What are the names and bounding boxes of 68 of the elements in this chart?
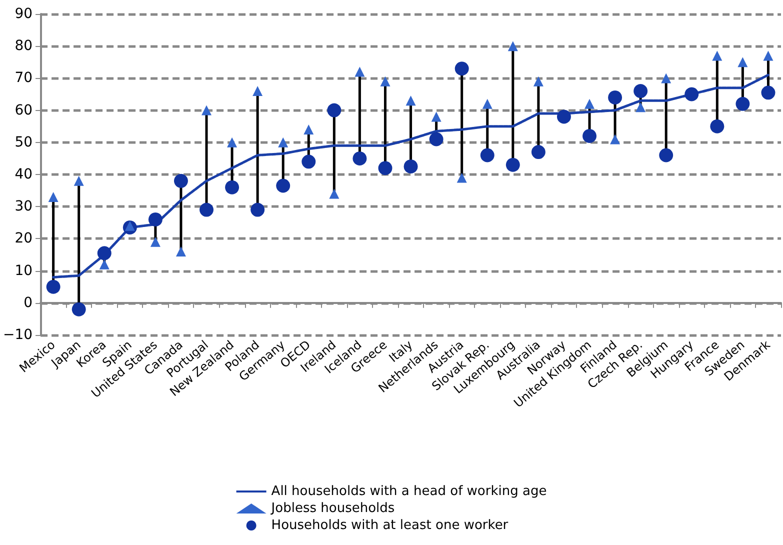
y-tick-label: −10 <box>3 327 33 343</box>
y-tick-label: 60 <box>14 102 33 118</box>
point <box>608 90 622 104</box>
point <box>276 178 290 193</box>
point <box>659 148 674 162</box>
point <box>252 86 263 96</box>
point <box>74 176 84 186</box>
point <box>712 50 722 61</box>
point <box>250 202 265 217</box>
point <box>508 41 518 52</box>
y-tick-label: 90 <box>14 6 33 22</box>
y-tick-label: 30 <box>14 198 33 215</box>
point <box>406 96 416 106</box>
point <box>556 110 571 124</box>
point <box>174 174 188 188</box>
point <box>506 158 520 172</box>
y-tick-label: 20 <box>14 230 33 247</box>
point <box>533 76 544 86</box>
point <box>736 96 750 111</box>
point <box>404 159 418 174</box>
point <box>429 132 444 146</box>
point <box>763 50 774 61</box>
y-tick-label: 0 <box>24 294 33 311</box>
point <box>227 137 238 148</box>
point <box>480 148 494 162</box>
point <box>380 76 390 86</box>
y-tick-label: 80 <box>14 38 33 54</box>
point <box>454 62 469 76</box>
y-tick-label: 70 <box>14 70 33 86</box>
point <box>738 57 748 68</box>
point <box>634 84 648 98</box>
point <box>97 246 112 260</box>
point <box>584 98 595 109</box>
y-tick-label: 40 <box>14 166 33 182</box>
point <box>48 192 58 202</box>
point <box>352 151 367 166</box>
point <box>278 137 288 148</box>
y-tick-label: 50 <box>14 134 33 150</box>
legend-label: All households with a head of working age <box>271 484 547 499</box>
point <box>354 66 365 77</box>
point <box>150 236 160 247</box>
point <box>531 145 546 160</box>
point <box>200 202 214 217</box>
point <box>327 103 342 118</box>
point <box>304 124 314 135</box>
point <box>710 119 724 134</box>
y-tick-label: 10 <box>14 262 33 279</box>
point <box>72 302 86 316</box>
point <box>225 180 240 194</box>
point <box>302 154 316 169</box>
point <box>610 134 620 144</box>
point <box>431 112 442 122</box>
point <box>99 259 110 270</box>
point <box>482 98 492 109</box>
legend-label: Jobless households <box>270 501 395 516</box>
point <box>582 128 597 143</box>
point <box>148 212 162 226</box>
point <box>46 280 60 294</box>
point <box>636 102 646 112</box>
point <box>329 188 340 199</box>
point <box>761 86 776 100</box>
point <box>661 73 672 84</box>
point <box>378 161 392 176</box>
point <box>684 87 699 102</box>
point <box>176 246 186 257</box>
point <box>202 105 212 116</box>
point <box>456 172 467 183</box>
legend-label: Households with at least one worker <box>271 518 509 533</box>
